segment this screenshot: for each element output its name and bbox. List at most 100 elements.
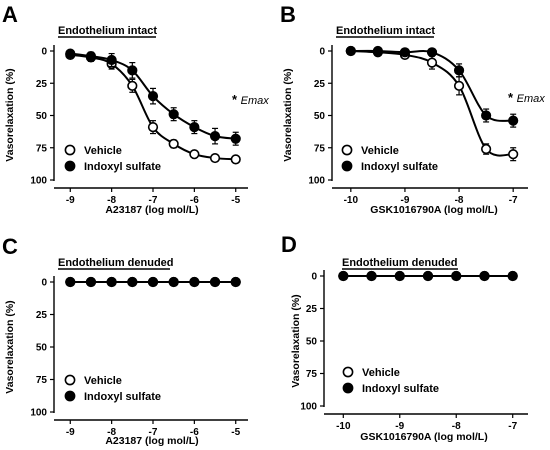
data-point bbox=[453, 65, 465, 76]
y-tick-label: 50 bbox=[36, 111, 48, 122]
data-point bbox=[65, 276, 76, 288]
x-axis-label: A23187 (log mol/L) bbox=[105, 204, 198, 216]
data-point bbox=[127, 276, 138, 288]
data-point bbox=[106, 54, 117, 66]
data-point bbox=[189, 149, 200, 160]
data-point bbox=[85, 51, 97, 62]
legend-marker bbox=[341, 160, 353, 172]
data-point bbox=[507, 270, 518, 282]
panel-title: Endothelium intact bbox=[336, 25, 435, 37]
data-point bbox=[189, 122, 200, 133]
y-tick-label: 50 bbox=[314, 111, 326, 122]
data-point bbox=[65, 48, 76, 59]
data-point bbox=[426, 57, 438, 68]
x-tick-label: -7 bbox=[149, 195, 158, 206]
data-point bbox=[168, 276, 179, 288]
x-tick-label: -8 bbox=[107, 427, 116, 438]
x-tick-label: -5 bbox=[231, 427, 240, 438]
legend-label: Vehicle bbox=[84, 375, 122, 387]
series-indoxyl-sulfate bbox=[338, 270, 518, 282]
legend-marker bbox=[64, 390, 76, 402]
significance-label: Emax bbox=[241, 95, 270, 107]
y-tick-label: 0 bbox=[311, 272, 317, 283]
data-point bbox=[209, 276, 221, 288]
data-point bbox=[338, 270, 349, 282]
panel-letter: D bbox=[281, 232, 297, 257]
series-indoxyl-sulfate bbox=[65, 48, 241, 146]
y-axis-label: Vasorelaxation (%) bbox=[4, 68, 16, 161]
x-tick-label: -9 bbox=[66, 195, 75, 206]
y-tick-label: 75 bbox=[36, 143, 48, 154]
data-point bbox=[147, 91, 159, 102]
data-point bbox=[127, 65, 138, 76]
data-point bbox=[168, 109, 179, 120]
data-point bbox=[168, 138, 179, 149]
y-tick-label: 25 bbox=[314, 79, 326, 90]
significance-label: Emax bbox=[517, 93, 546, 105]
y-axis-label: Vasorelaxation (%) bbox=[4, 300, 16, 393]
x-tick-label: -7 bbox=[509, 195, 518, 206]
data-point bbox=[230, 133, 241, 144]
x-tick-label: -9 bbox=[400, 195, 409, 206]
x-tick-label: -8 bbox=[107, 195, 116, 206]
data-point bbox=[394, 270, 405, 282]
panel-a: A Endothelium intact 0 25 50 75 100 -9 -8 -7 -6 -5 A… bbox=[2, 2, 269, 216]
x-tick-label: -7 bbox=[149, 427, 158, 438]
data-point bbox=[189, 276, 200, 288]
y-tick-label: 25 bbox=[36, 79, 48, 90]
panel-letter: A bbox=[2, 2, 18, 27]
y-tick-label: 50 bbox=[36, 343, 48, 354]
data-point bbox=[345, 45, 356, 57]
significance-annotation: * Emax bbox=[508, 90, 545, 105]
x-tick-label: -8 bbox=[452, 421, 461, 432]
data-point bbox=[481, 143, 492, 155]
legend-marker bbox=[341, 144, 353, 156]
x-axis-label: A23187 (log mol/L) bbox=[105, 435, 198, 447]
y-tick-label: 0 bbox=[319, 47, 325, 58]
y-tick-label: 25 bbox=[306, 304, 318, 315]
data-point bbox=[481, 110, 492, 121]
data-point bbox=[479, 270, 490, 282]
x-tick-label: -9 bbox=[66, 427, 75, 438]
panel-title: Endothelium denuded bbox=[58, 257, 174, 269]
series-indoxyl-sulfate bbox=[345, 45, 519, 128]
y-tick-label: 50 bbox=[306, 337, 318, 348]
x-tick-label: -10 bbox=[344, 195, 359, 206]
x-tick-label: -9 bbox=[395, 421, 404, 432]
y-tick-label: 75 bbox=[36, 375, 48, 386]
panel-letter: C bbox=[2, 234, 18, 259]
legend-label: Indoxyl sulfate bbox=[84, 161, 161, 173]
series-line bbox=[70, 53, 236, 161]
y-tick-label: 25 bbox=[36, 310, 48, 321]
x-axis-label: GSK1016790A (log mol/L) bbox=[370, 204, 497, 216]
legend-marker bbox=[64, 374, 76, 386]
significance-star: * bbox=[232, 92, 241, 107]
x-tick-label: -6 bbox=[190, 427, 199, 438]
panel-title: Endothelium denuded bbox=[342, 257, 458, 269]
y-tick-label: 100 bbox=[308, 176, 325, 187]
y-tick-label: 0 bbox=[41, 47, 47, 58]
data-point bbox=[508, 115, 519, 126]
legend-marker bbox=[64, 160, 76, 172]
y-tick-label: 100 bbox=[30, 176, 47, 187]
y-axis-label: Vasorelaxation (%) bbox=[282, 68, 294, 161]
panel-b: B Endothelium intact 0 25 50 75 100 -10 -9 -8 -7 GS… bbox=[280, 2, 545, 216]
data-point bbox=[147, 122, 159, 133]
data-point bbox=[230, 276, 241, 288]
y-axis-label: Vasorelaxation (%) bbox=[290, 294, 302, 387]
data-point bbox=[147, 276, 159, 288]
series-vehicle bbox=[345, 45, 519, 162]
legend-label: Indoxyl sulfate bbox=[361, 161, 438, 173]
y-tick-label: 100 bbox=[300, 402, 317, 413]
y-tick-label: 75 bbox=[314, 143, 326, 154]
data-point bbox=[366, 270, 377, 282]
legend-label: Indoxyl sulfate bbox=[362, 383, 439, 395]
x-tick-label: -6 bbox=[190, 195, 199, 206]
series-indoxyl-sulfate bbox=[65, 276, 241, 288]
y-tick-label: 0 bbox=[41, 278, 47, 289]
data-point bbox=[426, 47, 438, 58]
data-point bbox=[85, 276, 97, 288]
legend-label: Indoxyl sulfate bbox=[84, 391, 161, 403]
data-point bbox=[106, 276, 117, 288]
